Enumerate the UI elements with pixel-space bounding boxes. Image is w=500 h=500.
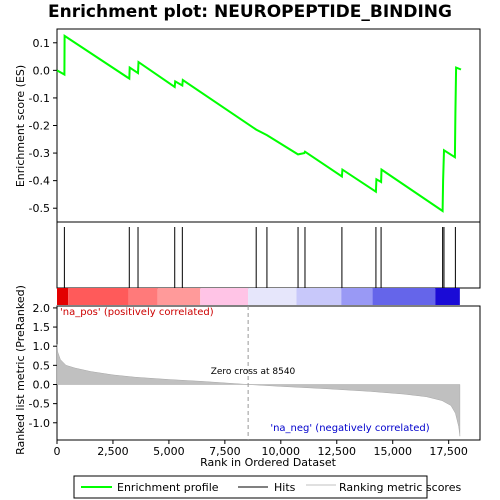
es-ytick-label: -0.5 [29, 202, 50, 215]
es-ytick-label: -0.4 [29, 175, 50, 188]
legend-hits-label: Hits [274, 481, 296, 494]
color-bar-segment [372, 288, 436, 305]
metric-ytick-label: -0.5 [29, 398, 50, 411]
metric-ytick-label: 0.0 [33, 378, 51, 391]
neg-label: 'na_neg' (negatively correlated) [270, 423, 429, 434]
metric-ytick-label: 2.0 [33, 302, 51, 315]
metric-ytick-label: 1.0 [33, 340, 51, 353]
pos-label: 'na_pos' (positively correlated) [60, 307, 214, 318]
x-tick-label: 15,000 [373, 445, 412, 458]
es-ytick-label: 0.1 [33, 37, 51, 50]
metric-ylabel: Ranked list metric (PreRanked) [14, 285, 27, 455]
x-tick-label: 7,500 [209, 445, 241, 458]
metric-ytick-label: 0.5 [33, 359, 51, 372]
es-ytick-label: -0.3 [29, 147, 50, 160]
x-tick-label: 2,500 [97, 445, 129, 458]
es-ytick-label: -0.2 [29, 120, 50, 133]
x-axis-label: Rank in Ordered Dataset [200, 456, 337, 469]
color-bar-segment [128, 288, 158, 305]
color-bar-segment [248, 288, 297, 305]
color-bar-segment [435, 288, 460, 305]
color-bar-segment [341, 288, 373, 305]
legend-enrichment-label: Enrichment profile [117, 481, 219, 494]
enrichment-profile-line [56, 34, 462, 213]
color-bar-segment [57, 288, 69, 305]
x-tick-label: 5,000 [153, 445, 185, 458]
color-bar-segment [296, 288, 342, 305]
metric-ytick-label: 1.5 [33, 321, 51, 334]
legend-metric-label: Ranking metric scores [339, 481, 461, 494]
legend: Enrichment profile Hits Ranking metric s… [73, 475, 461, 499]
es-ytick-label: 0.0 [33, 64, 51, 77]
es-ylabel: Enrichment score (ES) [14, 65, 27, 187]
x-tick-label: 12,500 [318, 445, 357, 458]
es-ytick-label: -0.1 [29, 92, 50, 105]
ranking-metric-area [56, 344, 461, 437]
x-tick-label: 10,000 [262, 445, 301, 458]
color-bar-segment [200, 288, 249, 305]
color-bar-segment [68, 288, 129, 305]
x-tick-label: 0 [54, 445, 61, 458]
metric-ytick-label: -1.0 [29, 417, 50, 430]
zero-cross-label: Zero cross at 8540 [211, 367, 296, 377]
hits-panel-frame [56, 221, 481, 289]
color-bar-segment [157, 288, 201, 305]
chart-title: Enrichment plot: NEUROPEPTIDE_BINDING [48, 2, 452, 22]
es-panel-frame [56, 28, 481, 223]
x-tick-label: 17,500 [429, 445, 468, 458]
